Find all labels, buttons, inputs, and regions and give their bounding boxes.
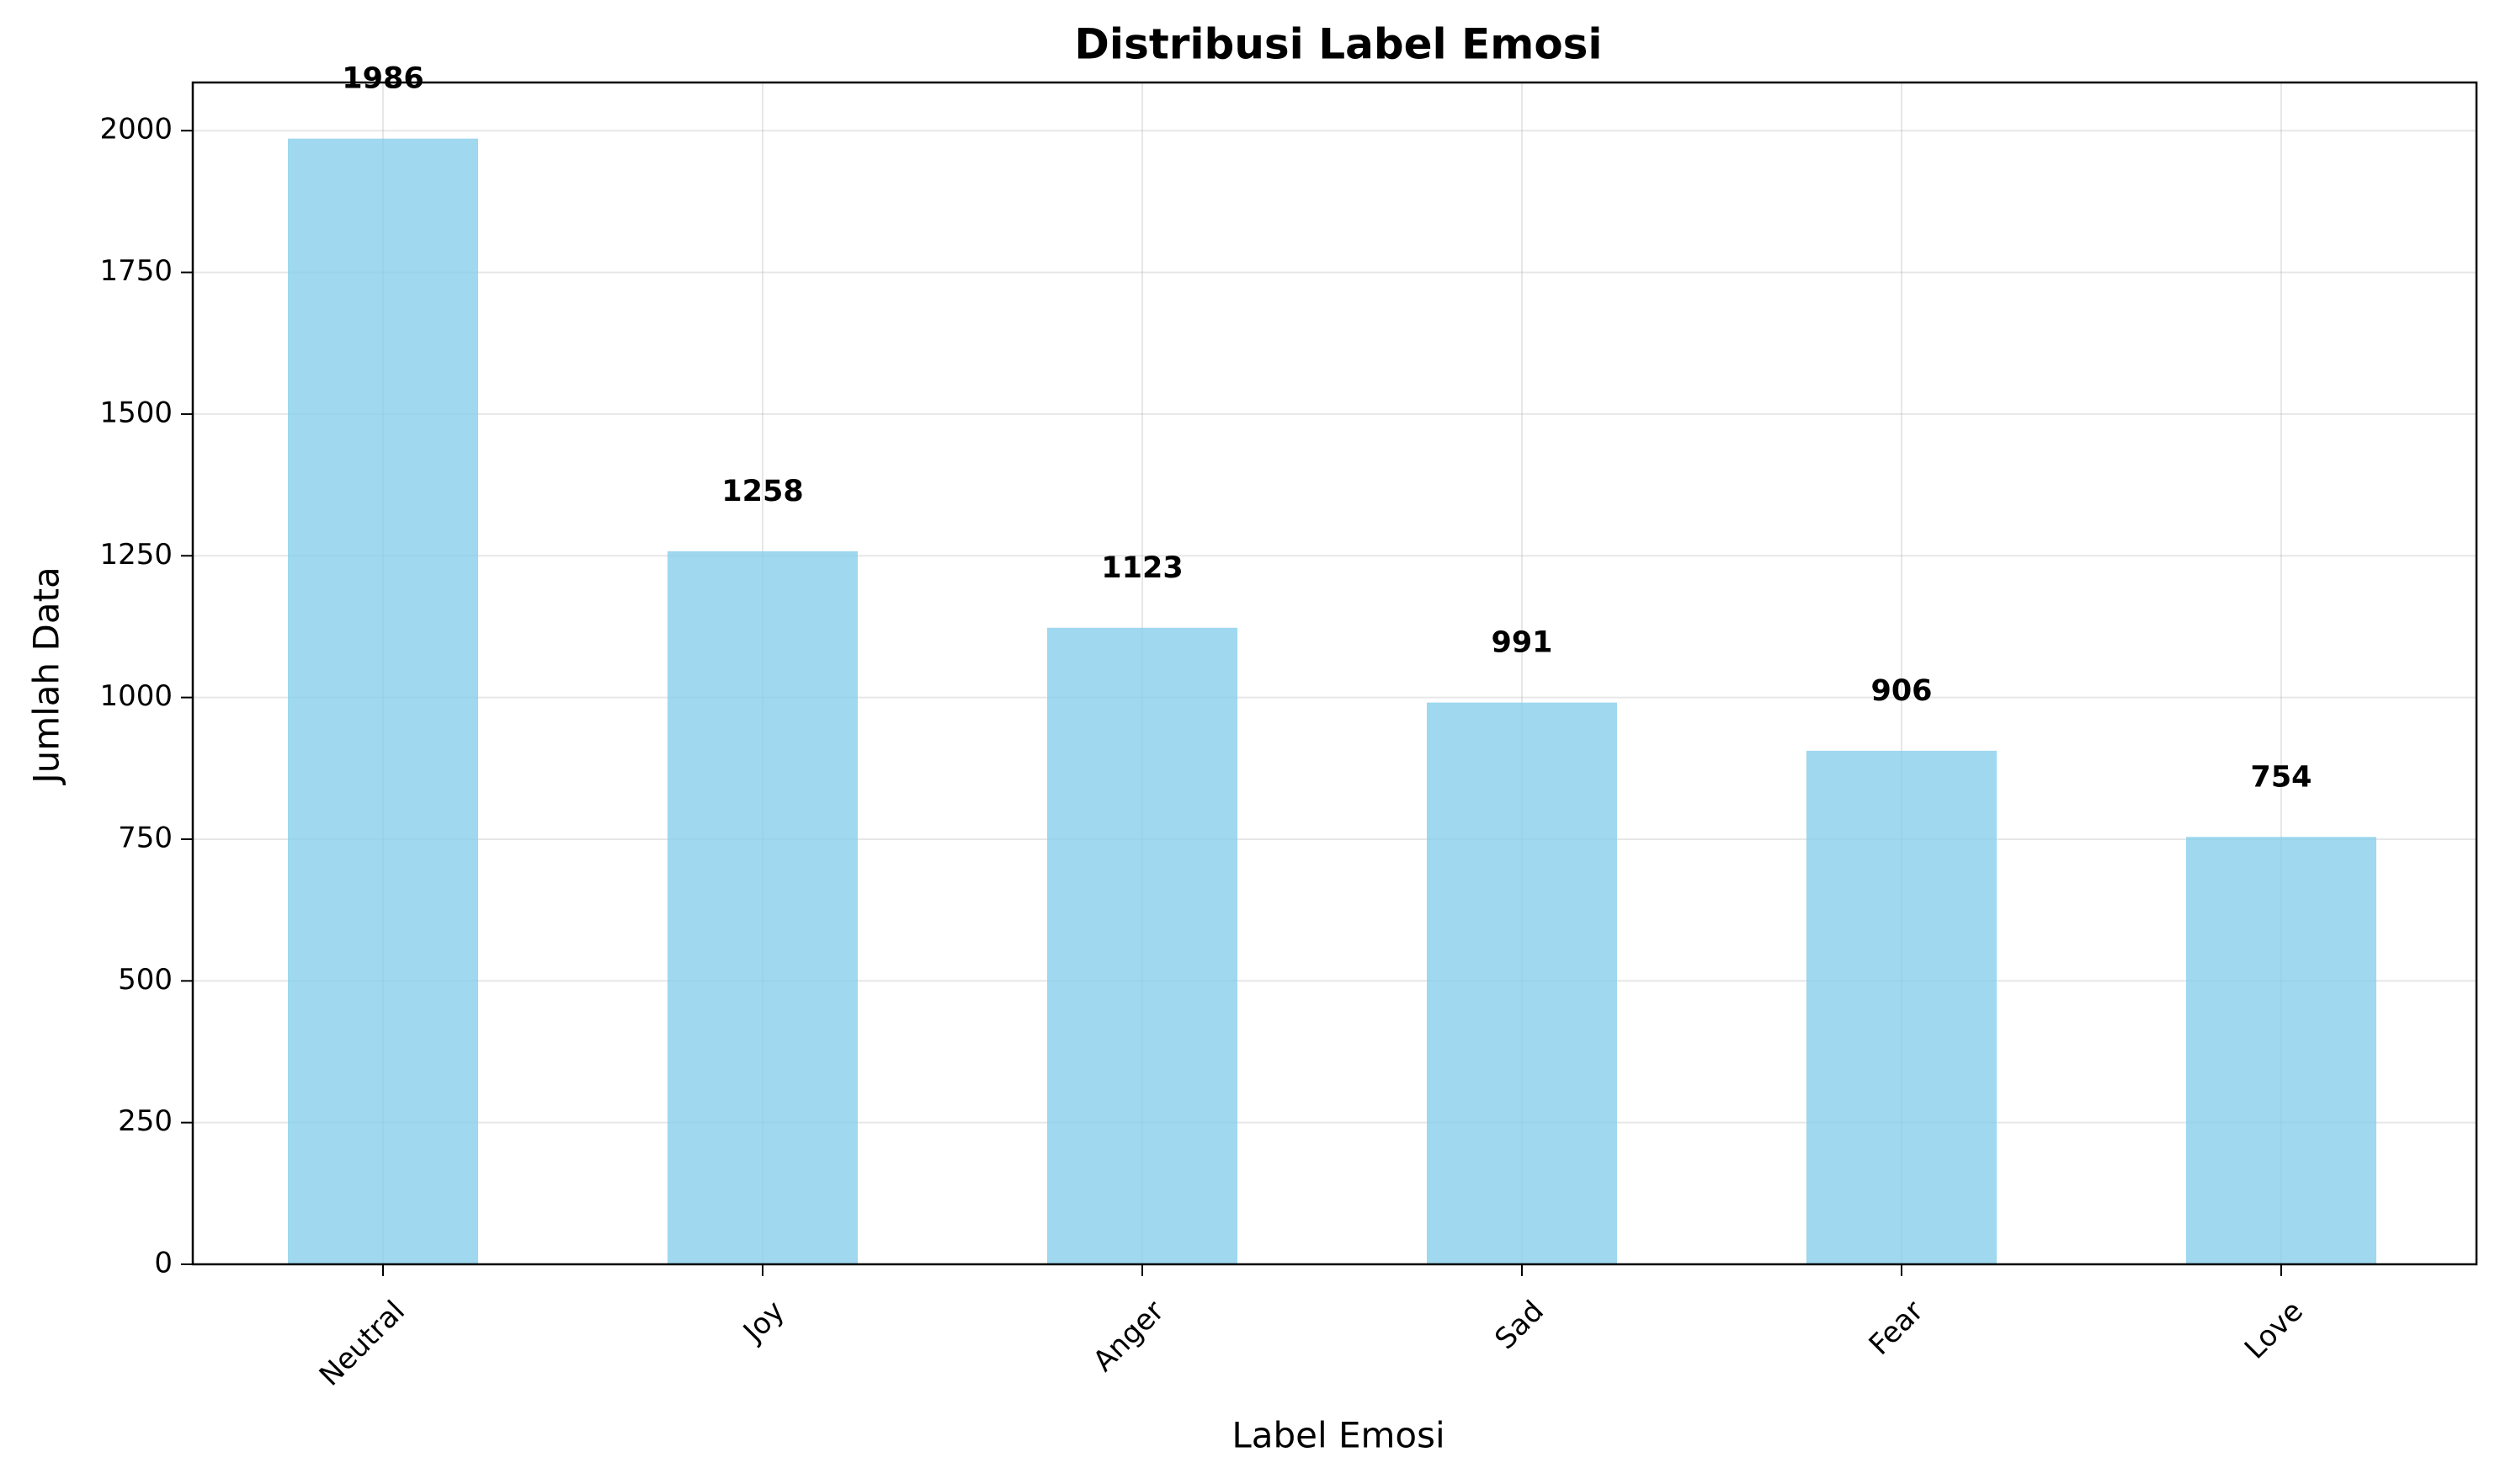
data-label: 754 <box>2250 760 2311 794</box>
y-tick-label: 1000 <box>99 679 173 713</box>
bar-neutral <box>288 138 478 1264</box>
bar-layer <box>288 138 2376 1264</box>
y-tick-label: 1750 <box>99 254 173 288</box>
y-tick-label: 250 <box>118 1104 173 1138</box>
chart-title: Distribusi Label Emosi <box>1074 20 1602 69</box>
axis-layer <box>191 81 2478 1266</box>
data-label: 1258 <box>721 475 803 508</box>
bar-joy <box>668 551 858 1264</box>
plot-frame <box>191 81 2478 1266</box>
data-label: 1986 <box>342 62 423 96</box>
y-tick-label: 1500 <box>99 396 173 429</box>
y-tick-label: 500 <box>118 963 173 997</box>
bar-love <box>2186 837 2376 1264</box>
x-axis-label: Label Emosi <box>1232 1415 1444 1456</box>
data-label: 1123 <box>1101 551 1183 585</box>
y-axis-label: Jumlah Data <box>26 566 67 786</box>
y-tick-label: 0 <box>154 1247 173 1280</box>
y-tick-label: 2000 <box>99 113 173 146</box>
data-label-layer: 1986 1258 1123 991 906 754 <box>342 62 2311 795</box>
data-label: 906 <box>1870 674 1932 708</box>
y-tick-label: 750 <box>118 821 173 854</box>
bar-fear <box>1806 750 1997 1264</box>
bar-anger <box>1047 627 1237 1264</box>
bar-sad <box>1427 702 1617 1264</box>
data-label: 991 <box>1491 626 1552 660</box>
y-tick-label: 1250 <box>99 538 173 572</box>
